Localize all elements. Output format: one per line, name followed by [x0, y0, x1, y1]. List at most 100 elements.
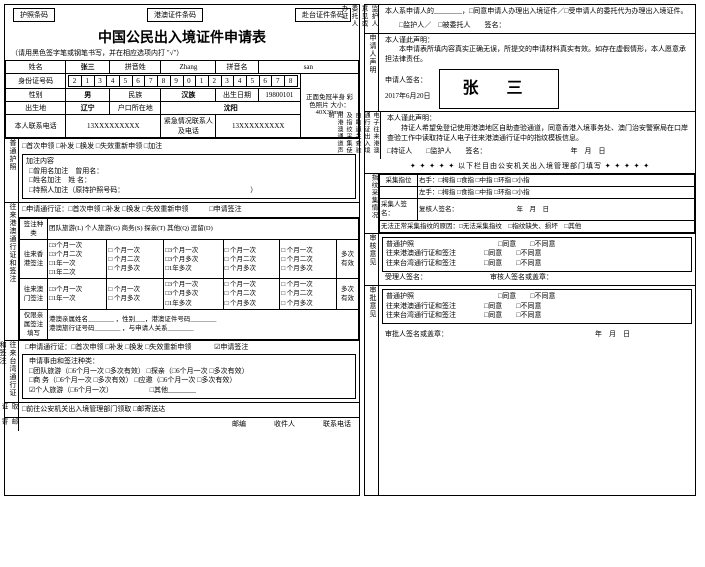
phone-label: 本人联系电话	[6, 115, 66, 138]
r-side6: 审批意见	[365, 286, 379, 495]
id-digit: 2	[69, 76, 82, 87]
tw-opt2: ☑个人旅游（□6个月一次） □其他________	[26, 386, 352, 396]
r-side1: 监护人意见或委托人办证	[365, 5, 379, 33]
visa-types: 团队旅游(L) 个人旅游(G) 商务(S) 探亲(T) 其他(Q) 逗留(D)	[48, 218, 359, 239]
ethnic-label: 民族	[110, 89, 161, 102]
phone-value: 13XXXXXXXXX	[66, 115, 161, 138]
id-digit: 7	[145, 76, 158, 87]
r2-sig-label: 申请人签名：	[382, 76, 431, 86]
name-value: 张三	[66, 61, 110, 74]
passport-apply-type: □首次申领 □补发 □换发 □失效重新申领 □加注	[22, 141, 356, 153]
hk-apply: □申请通行证：□首次申领 □补发 □换发 □失效重新申领 □申请签注	[19, 203, 359, 218]
mail-labels: 邮编 收件人 联系电话	[19, 418, 359, 432]
emergency-label: 紧急情况联系人及电话	[161, 115, 216, 138]
r5-sig: 受理人签名： 审核人签名或盖章：	[382, 273, 692, 283]
barcode-row: 护照条码 港澳证件条码 赴台证件条码	[5, 5, 359, 25]
hk-f2: □ 个月一次□ 个月二次□ 个月多次	[107, 239, 164, 278]
mc-f2: □ 个月一次□ 个月多次	[107, 279, 164, 309]
relative-content: 港澳亲属姓名________ ，性别___，港澳证件号码________ 港澳旅…	[48, 309, 359, 339]
tw-side-label: 往来台湾通行证和签注	[5, 341, 19, 402]
mail-section: 邮寄地址 邮编 收件人 联系电话	[5, 417, 359, 432]
barcode-passport: 护照条码	[13, 8, 55, 22]
r2-line1: 本人谨此声明：	[382, 36, 692, 46]
r-side5: 审核意见	[365, 234, 379, 285]
mc-f3: □3个月一次□3个月多次□1年多次	[164, 279, 223, 309]
sex-label: 性别	[6, 89, 66, 102]
macao-row-label: 往来澳门签注	[20, 279, 48, 309]
fp-left: 左手：□拇指 □食指 □中指 □环指 □小指	[418, 187, 695, 199]
add1: □曾用名加注 曾用名：	[26, 167, 352, 177]
fp-right: 右手：□拇指 □食指 □中指 □环指 □小指	[418, 175, 695, 187]
hkmacao-section: 往来港澳通行证和签注 □申请通行证：□首次申领 □补发 □换发 □失效重新申领 …	[5, 202, 359, 340]
barcode-hkmacao: 港澳证件条码	[147, 8, 203, 22]
id-digit: 7	[272, 76, 285, 87]
r5-block: 普通护照 □同意 □不同意 往来港澳通行证和签注 □同意 □不同意 往来台湾通行…	[382, 237, 692, 272]
add-header: 加注内容	[26, 157, 352, 167]
r1-line2: □监护人／ □被委托人 签名：	[382, 21, 692, 31]
form-title: 中国公民出入境证件申请表	[5, 25, 359, 48]
add3: □持照人加注（原持护照号码： ）	[26, 186, 352, 196]
tw-reason-label: 申请事由和签注种类：	[26, 357, 352, 367]
pickup-side: 取证方式	[5, 403, 19, 417]
id-digit: 1	[196, 76, 209, 87]
divider: ✦ ✦ ✦ ✦ ✦ 以下栏目由公安机关出入境管理部门填写 ✦ ✦ ✦ ✦ ✦	[365, 159, 695, 173]
hk-f3: □3个月一次□3个月多次□1年多次	[164, 239, 223, 278]
id-digit: 3	[94, 76, 107, 87]
pinyin-given: san	[258, 61, 358, 74]
form-subtitle: （请用黑色签字笔或钢笔书写，并在相应选项内打 "√"）	[5, 48, 359, 60]
pickup-section: 取证方式 □前往公安机关出入境管理部门领取 □邮寄送达	[5, 402, 359, 417]
pinyin-surname: Zhang	[161, 61, 216, 74]
id-digit: 8	[158, 76, 171, 87]
passport-side-label: 普通护照	[5, 139, 19, 202]
hk-f1: □3个月一次□3个月二次□1年一次□1年二次	[48, 239, 107, 278]
id-digit: 9	[170, 76, 183, 87]
sex-value: 男	[66, 89, 110, 102]
r2-date: 2017年6月20日	[382, 92, 431, 102]
hk-multi: 多次有效	[337, 239, 359, 278]
id-digit: 8	[285, 76, 298, 87]
id-digit: 4	[107, 76, 120, 87]
r3-foot: □持证人 □监护人 签名： 年 月 日	[384, 147, 692, 157]
hukou-label: 户口所在地	[110, 102, 161, 115]
birthplace-value: 辽宁	[66, 102, 110, 115]
id-digit: 4	[234, 76, 247, 87]
id-digit: 5	[120, 76, 133, 87]
r1-line1: 本人系申请人的________，□同意申请人办理出入境证件／□受申请人的委托代为…	[382, 7, 692, 17]
mc-f1: □3个月一次□1年一次	[48, 279, 107, 309]
id-digit: 6	[132, 76, 145, 87]
taiwan-section: 往来台湾通行证和签注 □申请通行证：□首次申领 □补发 □换发 □失效重新申领 …	[5, 340, 359, 402]
name-label: 姓名	[6, 61, 66, 74]
basic-info-table: 姓名 张三 拼音姓 Zhang 拼音名 san 身份证号码 2134567890…	[5, 60, 359, 138]
r-side3: 电子往来港澳通行证出入境自助通关查验及指纹采集使用港澳通道声明	[365, 112, 381, 159]
hk-side-label: 往来港澳通行证和签注	[5, 203, 19, 340]
fp-reason: 无法正常采集指纹的原因：□无法采集指纹 □指纹缺失、损坏 □其他	[380, 220, 695, 232]
hk-f4: □ 个月一次□ 个月二次□ 个月多次	[223, 239, 280, 278]
hk-row-label: 往来香港签注	[20, 239, 48, 278]
id-digit: 5	[247, 76, 260, 87]
id-digit: 3	[221, 76, 234, 87]
add2: □姓名加注 姓 名：	[26, 176, 352, 186]
fp-sig2: 复核人签名： 年 月 日	[418, 199, 695, 220]
dob-value: 19800101	[258, 89, 300, 102]
mc-f4: □ 个月一次□ 个月二次□ 个月多次	[223, 279, 280, 309]
r2-line2: 本申请表所填内容真实正确无误，所提交的申请材料真实有效。如存在虚假情形，本人愿意…	[382, 45, 692, 65]
id-label: 身份证号码	[6, 74, 66, 89]
id-digit: 6	[259, 76, 272, 87]
form-page-right: 监护人意见或委托人办证 本人系申请人的________，□同意申请人办理出入境证…	[364, 4, 696, 496]
r3-line1: 本人谨此声明：	[384, 114, 692, 124]
hukou-value: 沈阳	[161, 102, 301, 115]
r3-line2: 持证人希望免登记使用港澳地区自助查验通道，同意香港入境事务处、澳门治安警察局在口…	[384, 124, 692, 144]
mc-f5: □ 个月一次□ 个月二次□ 个月多次	[280, 279, 337, 309]
id-cells: 213456789012345678	[66, 74, 301, 89]
r-side4: 指纹采集情况	[365, 174, 379, 232]
visa-type-label: 签注种类	[20, 218, 48, 239]
mc-multi: 多次有效	[337, 279, 359, 309]
fp-header: 采集指位	[380, 175, 418, 187]
pinyin-given-label: 拼音名	[216, 61, 258, 74]
emergency-value: 13XXXXXXXXX	[216, 115, 301, 138]
id-digit: 1	[81, 76, 94, 87]
id-digit: 2	[208, 76, 221, 87]
form-page-left: 护照条码 港澳证件条码 赴台证件条码 中国公民出入境证件申请表 （请用黑色签字笔…	[4, 4, 360, 496]
fp-sig1: 采集人签名：	[380, 199, 418, 220]
dob-label: 出生日期	[216, 89, 258, 102]
